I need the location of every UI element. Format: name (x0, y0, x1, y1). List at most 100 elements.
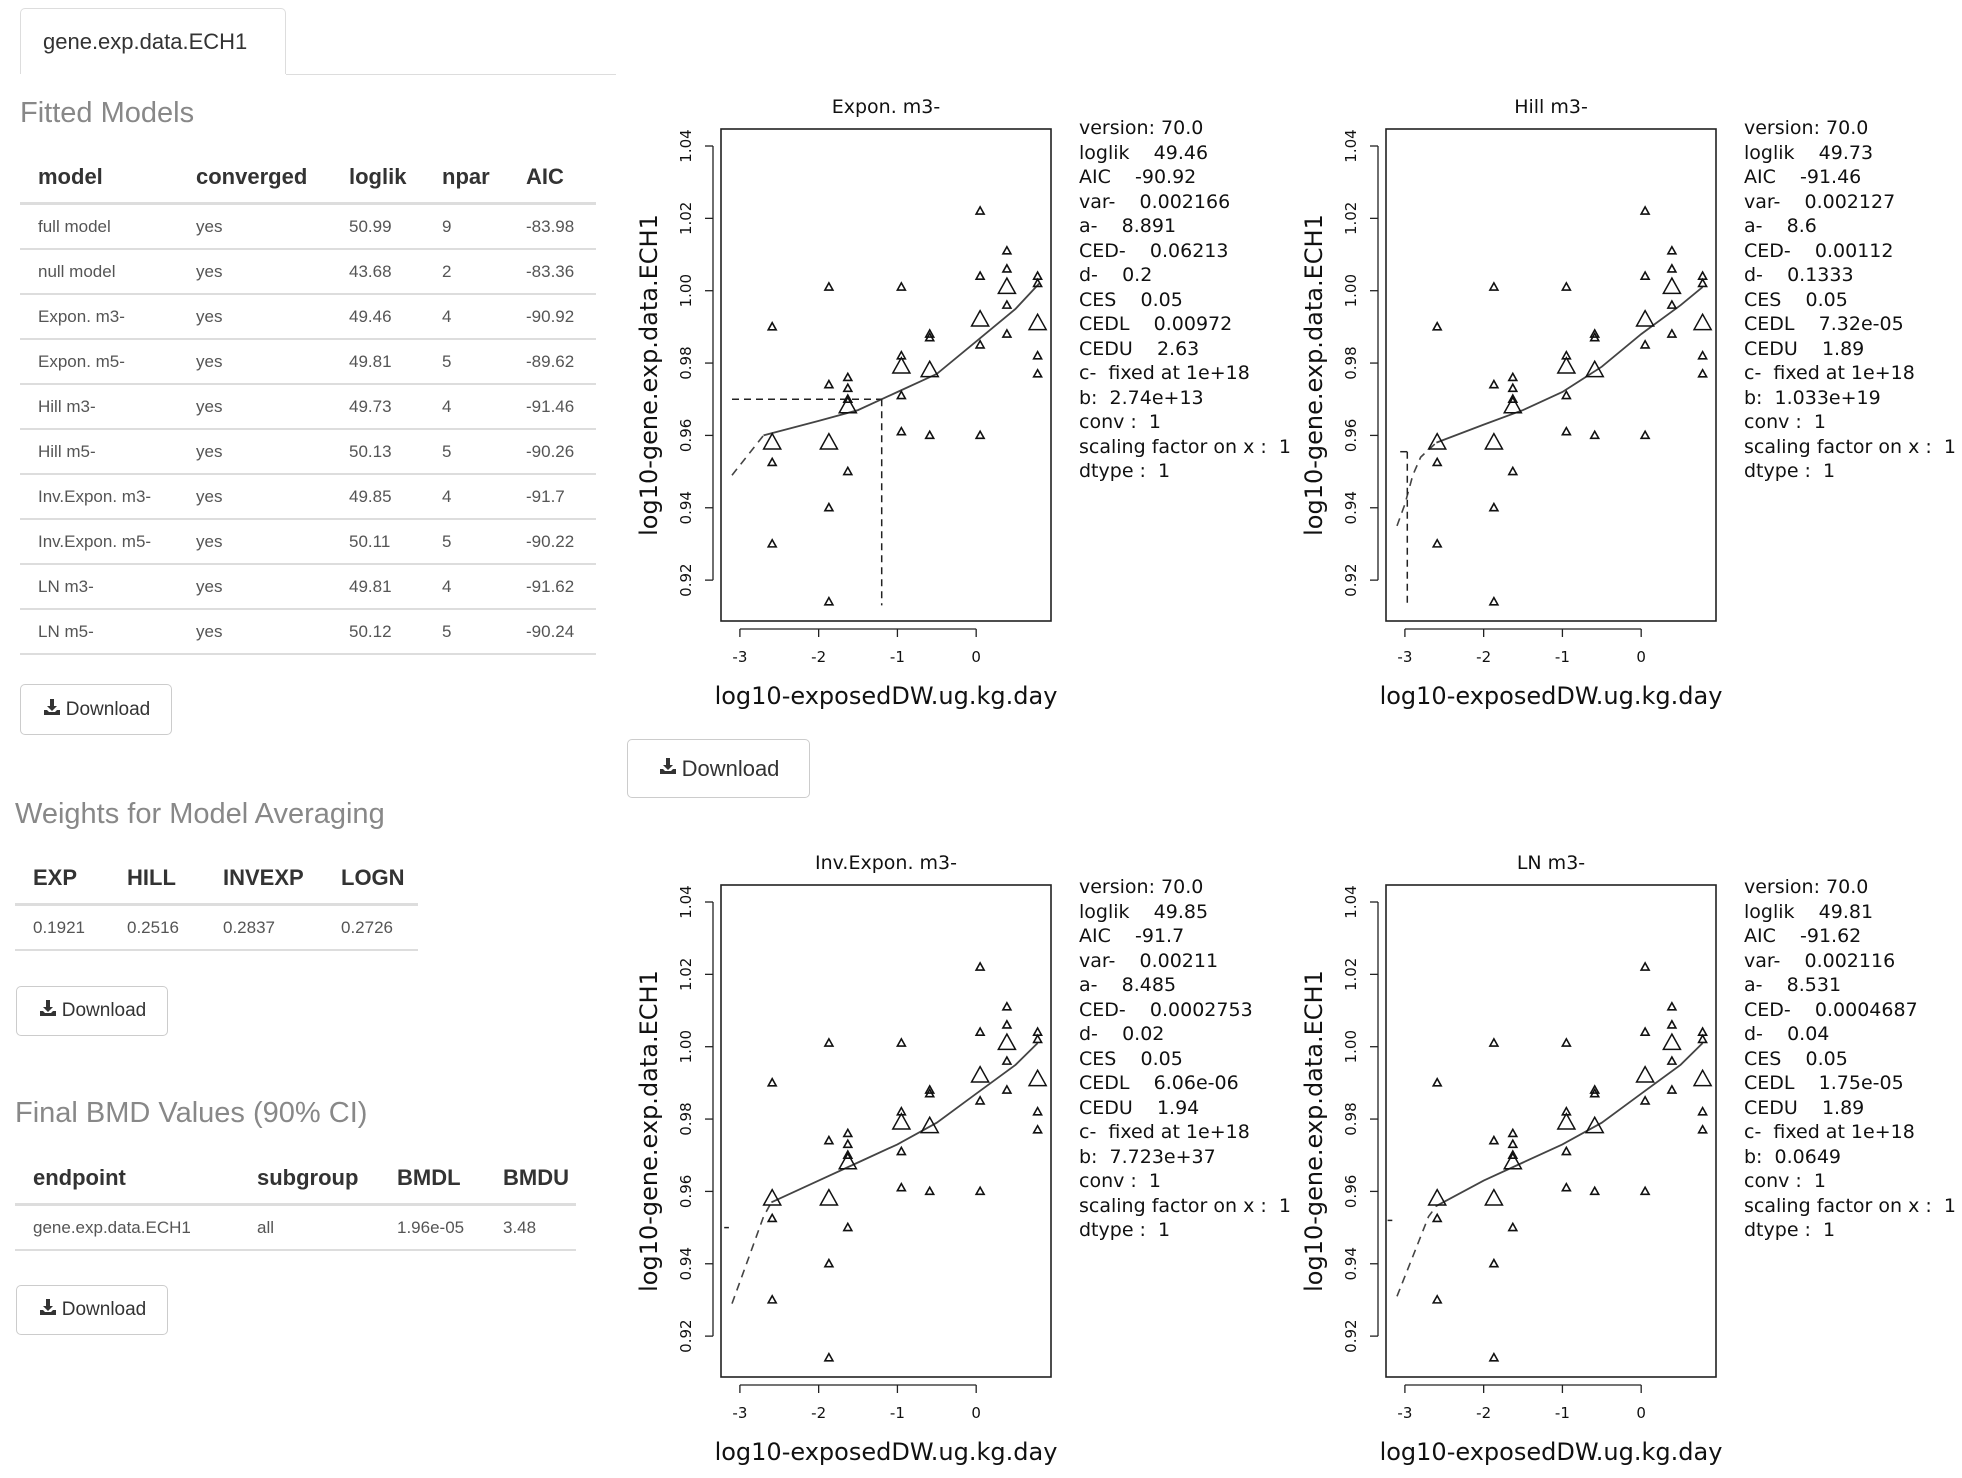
table-cell: 0.2516 (109, 904, 205, 951)
model-info-line: b: 7.723e+37 (1079, 1145, 1216, 1168)
model-info-line: scaling factor on x : 1 (1744, 435, 1956, 458)
group-mean-point (1692, 1068, 1713, 1087)
table-row: full model yes 50.99 9 -83.98 (20, 203, 596, 250)
group-mean-point (819, 432, 839, 450)
y-tick-label: 1.02 (1342, 202, 1360, 235)
table-cell: 5 (424, 519, 508, 565)
fit-extrapolation-dashed (731, 434, 765, 476)
model-info-line: dtype : 1 (1744, 1219, 1836, 1241)
table-cell: -83.98 (508, 203, 596, 250)
model-info-line: CES 0.05 (1079, 1047, 1183, 1070)
model-info-line: a- 8.6 (1744, 215, 1817, 237)
plot-frame (720, 128, 1052, 622)
group-mean-point (1427, 1188, 1448, 1206)
y-tick-label: 0.98 (1342, 1102, 1360, 1135)
table-row: Inv.Expon. m5- yes 50.11 5 -90.22 (20, 519, 596, 565)
table-cell: 9 (424, 203, 508, 250)
observation-point (1507, 1138, 1519, 1149)
table-cell: LN m3- (20, 564, 178, 610)
weights-download-button[interactable]: Download (16, 986, 168, 1036)
y-axis-label: log10-gene.exp.data.ECH1 (1300, 214, 1328, 536)
group-mean-point (919, 359, 940, 378)
observation-point (1507, 1221, 1519, 1232)
observation-point (1697, 1033, 1708, 1044)
group-mean-point (1662, 1032, 1682, 1051)
download-icon (42, 697, 62, 723)
table-cell: 4 (424, 564, 508, 610)
observation-point (1032, 277, 1043, 288)
table-header-row: model converged loglik npar AIC (20, 152, 596, 205)
model-info-line: CEDU 1.89 (1744, 1096, 1865, 1119)
table-cell: null model (20, 249, 178, 295)
group-mean-point (1027, 1068, 1048, 1087)
observation-point (1431, 321, 1443, 331)
observation-point (1666, 299, 1678, 309)
table-cell: -83.36 (508, 249, 596, 295)
observation-point (823, 501, 835, 512)
observation-point (1001, 263, 1013, 273)
observation-point (1666, 1001, 1678, 1011)
table-cell: 49.81 (331, 339, 424, 385)
plot-invexpon-m3: Inv.Expon. m3- -3 -2 -1 0 0.92 0.94 0.96 0.98 1.0… (631, 845, 1091, 1466)
model-info-line: CEDU 2.63 (1079, 337, 1200, 360)
model-info-line: AIC -91.46 (1744, 166, 1862, 188)
group-mean-point (997, 276, 1017, 295)
x-tick-label: -3 (732, 1404, 747, 1422)
model-info-line: dtype : 1 (1079, 460, 1171, 482)
observation-point (896, 281, 907, 291)
table-cell: 50.99 (331, 203, 424, 250)
observation-point (1488, 1134, 1500, 1145)
model-info-line: var- 0.002166 (1079, 190, 1231, 213)
column-header: BMDL (379, 1153, 485, 1206)
observation-point (1589, 429, 1601, 440)
column-header: converged (178, 152, 331, 205)
tab-gene-exp-data-ech1[interactable]: gene.exp.data.ECH1 (20, 8, 286, 74)
table-row: null model yes 43.68 2 -83.36 (20, 249, 596, 295)
table-cell: 4 (424, 474, 508, 520)
table-cell: yes (178, 519, 331, 565)
model-info-line: version: 70.0 (1079, 876, 1204, 898)
table-cell: 50.11 (331, 519, 424, 565)
observation-point (974, 429, 986, 440)
group-mean-point (1635, 1065, 1655, 1083)
group-mean-point (970, 309, 990, 327)
table-cell: 0.1921 (15, 904, 109, 951)
table-cell: -90.26 (508, 429, 596, 475)
model-info-line: c- fixed at 1e+18 (1744, 1121, 1915, 1143)
bmd-download-button[interactable]: Download (16, 1285, 168, 1335)
table-cell: yes (178, 609, 331, 655)
download-label: Download (61, 1299, 147, 1320)
group-mean-point (1556, 356, 1577, 374)
model-info-line: var- 0.002116 (1744, 949, 1896, 972)
table-cell: full model (20, 203, 178, 250)
observation-point (896, 389, 907, 400)
download-icon (38, 1297, 58, 1323)
table-cell: 2 (424, 249, 508, 295)
table-cell: 4 (424, 384, 508, 430)
y-tick-label: 0.92 (677, 1319, 695, 1352)
model-info-line: CEDL 0.00972 (1079, 313, 1233, 335)
model-info-line: b: 1.033e+19 (1744, 386, 1881, 409)
model-info-expon-m3: version: 70.0 loglik 49.46 AIC -90.92 var- … (1079, 116, 1291, 484)
x-tick-label: -2 (811, 648, 826, 666)
model-info-line: CED- 0.0002753 (1079, 998, 1253, 1021)
download-icon (38, 998, 58, 1024)
y-tick-label: 1.04 (677, 885, 695, 918)
column-header: npar (424, 152, 508, 205)
observation-point (974, 1095, 986, 1105)
plots-download-button[interactable]: Download (627, 739, 810, 798)
x-tick-label: 0 (1636, 648, 1646, 666)
table-cell: all (239, 1204, 379, 1251)
plot-ln-m3: LN m3- -3 -2 -1 0 0.92 0.94 0.96 0.98 1.00 1.02 1.0… (1296, 845, 1756, 1466)
observation-point (924, 1087, 936, 1098)
plot-title: LN m3- (1517, 852, 1585, 874)
observation-point (823, 1257, 835, 1268)
y-tick-label: 0.96 (677, 419, 695, 452)
download-icon (658, 756, 678, 782)
plot-title: Hill m3- (1514, 96, 1588, 118)
table-header-row: endpoint subgroup BMDL BMDU (15, 1153, 576, 1206)
observation-point (1697, 1124, 1708, 1134)
model-info-invexpon-m3: version: 70.0 loglik 49.85 AIC -91.7 var- 0… (1079, 875, 1291, 1243)
column-header: HILL (109, 853, 205, 906)
fitted-models-download-button[interactable]: Download (20, 684, 172, 735)
